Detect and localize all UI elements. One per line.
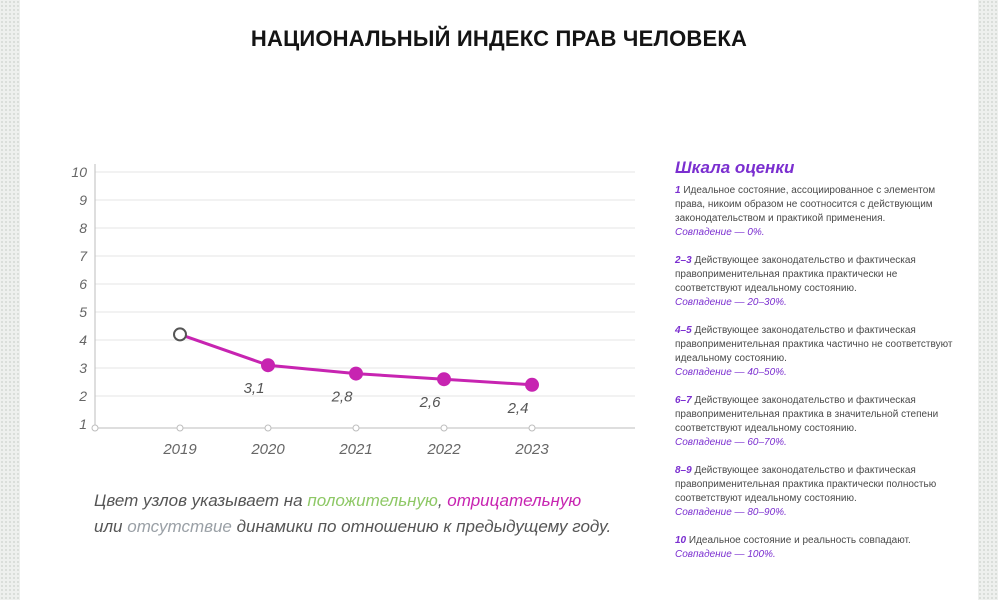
x-tick-label: 2019	[162, 441, 197, 458]
data-point	[349, 366, 363, 381]
y-tick-label: 6	[79, 276, 87, 292]
scale-item: 8–9 Действующее законодательство и факти…	[675, 464, 965, 520]
data-label: 2,4	[507, 400, 529, 417]
scale-item-text: Идеальное состояние и реальность совпада…	[686, 535, 911, 546]
data-label: 2,8	[331, 389, 354, 406]
note-none: отсутствие	[127, 517, 232, 536]
note-text-1: Цвет узлов указывает на	[94, 491, 308, 510]
scale-item: 6–7 Действующее законодательство и факти…	[675, 394, 965, 450]
scale-item-range: 4–5	[675, 325, 692, 336]
y-tick-label: 3	[79, 360, 87, 376]
scale-item: 4–5 Действующее законодательство и факти…	[675, 324, 965, 380]
scale-item-text: Действующее законодательство и фактическ…	[675, 395, 939, 434]
scale-item-text: Действующее законодательство и фактическ…	[675, 465, 937, 504]
scale-item-match: Совпадение — 60–70%.	[675, 437, 787, 448]
x-tick-label: 2022	[426, 441, 461, 458]
scale-item-range: 2–3	[675, 255, 692, 266]
y-tick-label: 10	[71, 164, 87, 180]
data-point	[261, 358, 275, 373]
note-text-3: динамики по отношению к предыдущему году…	[231, 517, 612, 536]
x-axis-marker	[264, 424, 272, 432]
data-label: 3,1	[244, 380, 265, 397]
y-tick-label: 4	[79, 332, 87, 348]
note-negative: отрицательную	[447, 491, 582, 510]
y-tick-label: 1	[79, 416, 87, 432]
x-tick-label: 2020	[250, 441, 285, 458]
x-tick-label: 2023	[514, 441, 549, 458]
x-axis-marker	[176, 424, 184, 432]
x-axis-marker	[352, 424, 360, 432]
scale-item-text: Действующее законодательство и фактическ…	[675, 255, 916, 294]
scale-item: 1 Идеальное состояние, ассоциированное с…	[675, 184, 965, 240]
note-text-2: или	[94, 517, 128, 536]
legend-note: Цвет узлов указывает на положительную, о…	[94, 488, 614, 540]
frame-edge-right	[978, 0, 998, 600]
scale-item: 2–3 Действующее законодательство и факти…	[675, 254, 965, 310]
y-tick-label: 8	[79, 220, 87, 236]
data-point	[525, 377, 539, 392]
x-axis-marker	[440, 424, 448, 432]
y-tick-label: 9	[79, 192, 87, 208]
scale-item-match: Совпадение — 100%.	[675, 549, 776, 560]
scale-item-match: Совпадение — 80–90%.	[675, 507, 787, 518]
data-point	[173, 327, 187, 342]
scale-item: 10 Идеальное состояние и реальность совп…	[675, 534, 965, 562]
scale-item-match: Совпадение — 0%.	[675, 227, 765, 238]
scale-item-range: 8–9	[675, 465, 692, 476]
scale-item-text: Идеальное состояние, ассоциированное с э…	[675, 185, 936, 224]
data-point	[437, 372, 451, 387]
y-tick-label: 5	[79, 304, 87, 320]
scale-item-range: 6–7	[675, 395, 692, 406]
scale-item-text: Действующее законодательство и фактическ…	[675, 325, 953, 364]
x-axis-marker	[528, 424, 536, 432]
scale-item-match: Совпадение — 20–30%.	[675, 297, 787, 308]
rating-scale: Шкала оценки 1 Идеальное состояние, ассо…	[675, 158, 965, 576]
x-tick-label: 2021	[338, 441, 372, 458]
scale-item-range: 10	[675, 535, 687, 546]
rating-scale-title: Шкала оценки	[675, 158, 795, 177]
scale-item-range: 1	[675, 185, 681, 196]
line-chart: 1 2 3 4 5 6 7 8 9 10 2019 2020 2021 2022 2023 3,1 2,8 2,6…	[71, 164, 635, 458]
note-positive: положительную	[307, 491, 438, 510]
scale-item-match: Совпадение — 40–50%.	[675, 367, 787, 378]
note-separator: ,	[437, 491, 448, 510]
y-tick-label: 7	[79, 248, 88, 264]
y-tick-label: 2	[78, 388, 87, 404]
page-title: НАЦИОНАЛЬНЫЙ ИНДЕКС ПРАВ ЧЕЛОВЕКА	[250, 26, 748, 51]
x-axis-marker	[91, 424, 99, 432]
frame-edge-left	[0, 0, 20, 600]
data-label: 2,6	[419, 394, 442, 411]
